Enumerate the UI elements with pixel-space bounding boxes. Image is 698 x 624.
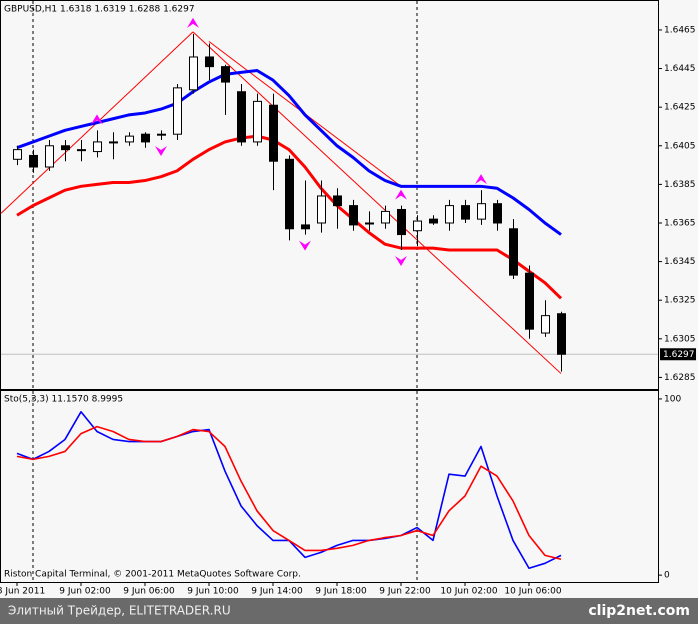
current-price-box <box>660 348 696 361</box>
x-tick-label: 9 Jun 22:00 <box>379 587 431 597</box>
background <box>0 0 698 598</box>
candle-body <box>301 224 310 230</box>
candle-body <box>221 66 230 83</box>
candle-body <box>381 210 390 224</box>
candle-body <box>189 56 198 91</box>
fractal-down <box>299 240 311 251</box>
candle-body <box>109 141 118 144</box>
candle-body <box>461 205 470 220</box>
candle-body <box>285 158 294 230</box>
oscillator-pane <box>0 390 659 583</box>
fractal-down <box>395 256 407 267</box>
x-tick-label: 9 Jun 14:00 <box>251 587 303 597</box>
fractal-up <box>91 114 103 125</box>
y-tick-label: 1.6365 <box>664 218 696 228</box>
footer-right: clip2net.com <box>588 603 690 619</box>
candle-body <box>397 208 406 236</box>
candle-body <box>365 222 374 225</box>
candle-body <box>237 91 246 143</box>
candle-body <box>429 218 438 224</box>
x-tick-label: 10 Jun 02:00 <box>440 587 497 597</box>
y-tick-label: 1.6325 <box>664 296 696 306</box>
candle-body <box>333 195 342 207</box>
moving-average <box>16 134 563 300</box>
price-pane <box>0 0 659 390</box>
fractal-up <box>395 189 407 200</box>
x-tick-label: 8 Jun 2011 <box>0 587 45 597</box>
candle-body <box>269 104 278 162</box>
y-tick-label: 1.6345 <box>664 257 696 267</box>
y-tick-label: 1.6465 <box>664 25 696 35</box>
x-tick-label: 9 Jun 02:00 <box>59 587 111 597</box>
candle-body <box>125 135 134 143</box>
y-tick-label: 1.6405 <box>664 141 696 151</box>
chart-title: GBPUSD,H1 1.6318 1.6319 1.6288 1.6297 <box>4 5 195 15</box>
candle-body <box>45 145 54 168</box>
x-tick-label: 9 Jun 18:00 <box>315 587 367 597</box>
candle-body <box>557 313 566 355</box>
y-tick-label: 1.6425 <box>664 103 696 113</box>
candle-body <box>413 220 422 232</box>
candle-body <box>445 205 454 224</box>
oscillator-title: Sto(5,3,3) 11.1570 8.9995 <box>4 395 123 405</box>
y-tick-label: 0 <box>664 571 670 581</box>
copyright: Riston Capital Terminal, © 2001-2011 Met… <box>4 570 301 580</box>
oscillator-line <box>16 425 562 561</box>
current-price-label: 1.6297 <box>663 350 695 360</box>
candle-body <box>141 133 150 143</box>
fractal-up <box>475 174 487 185</box>
candle-body <box>173 87 182 135</box>
fractal-down <box>155 145 167 156</box>
footer-band <box>0 598 698 624</box>
candle-body <box>29 154 38 168</box>
y-tick-label: 100 <box>664 394 681 404</box>
candle-body <box>477 203 486 220</box>
candle-body <box>77 149 86 152</box>
candle-body <box>509 228 518 276</box>
candle-body <box>525 272 534 330</box>
candle-body <box>253 100 262 143</box>
candle-body <box>493 203 502 224</box>
y-tick-label: 1.6285 <box>664 373 696 383</box>
y-tick-label: 1.6445 <box>664 64 696 74</box>
x-tick-label: 10 Jun 06:00 <box>504 587 561 597</box>
candle-body <box>93 141 102 153</box>
x-tick-label: 9 Jun 06:00 <box>123 587 175 597</box>
candle-body <box>541 315 550 334</box>
candle-body <box>61 145 70 151</box>
trendline <box>192 31 562 374</box>
footer-left: Элитный Трейдер, ELITETRADER.RU <box>8 604 231 618</box>
candle-body <box>317 195 326 224</box>
moving-average <box>16 68 562 236</box>
candle-body <box>349 205 358 226</box>
candle-body <box>205 56 214 68</box>
candle-body <box>157 133 166 136</box>
y-tick-label: 1.6385 <box>664 180 696 190</box>
x-tick-label: 9 Jun 10:00 <box>187 587 239 597</box>
y-tick-label: 1.6305 <box>664 334 696 344</box>
fractal-up <box>187 17 199 28</box>
candle-body <box>13 149 22 160</box>
